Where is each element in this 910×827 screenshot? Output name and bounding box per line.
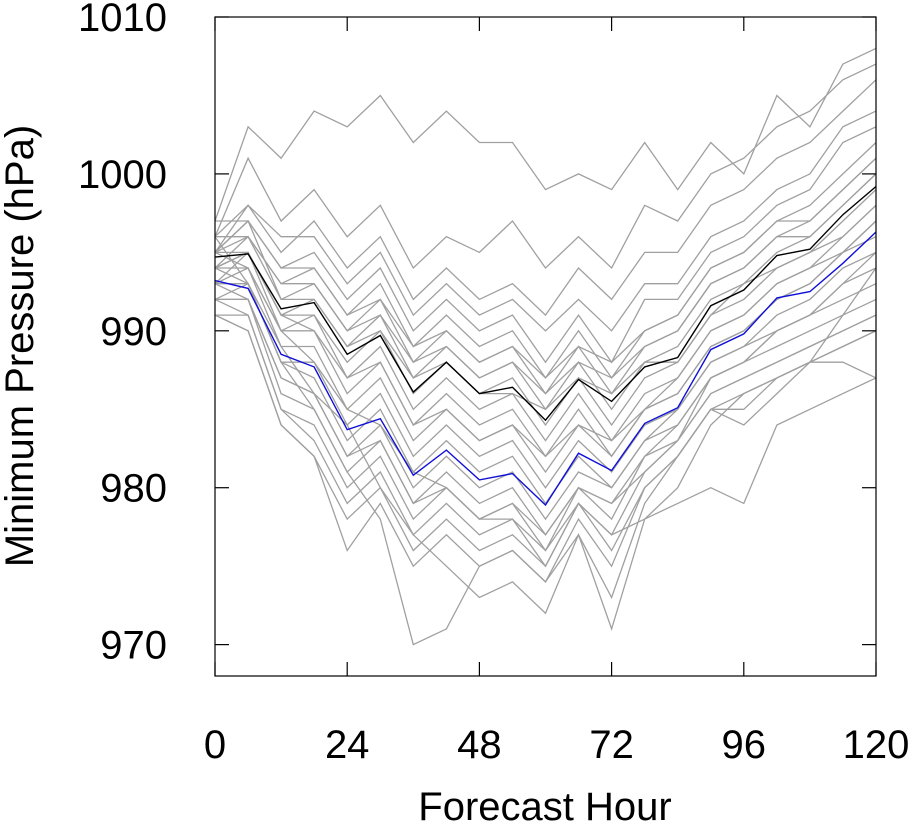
tick-layer: 0 24 48 72 96 120 970 980 990 1000 1010 — [78, 0, 909, 767]
ensemble-member-line-6 — [214, 126, 877, 364]
ensemble-member-line-11 — [214, 204, 877, 442]
ensemble-member-line-26 — [215, 173, 877, 395]
ensemble-member-line-2 — [214, 47, 877, 222]
ensemble-member-line-24 — [214, 251, 877, 552]
ensemble-member-line-22 — [214, 236, 877, 646]
ensemble-member-line-7 — [214, 142, 877, 380]
series-layer — [214, 47, 877, 646]
ensemble-member-line-25 — [214, 204, 877, 411]
highlighted-member-line — [214, 231, 877, 507]
ensemble-member-line-21 — [214, 314, 877, 583]
ensemble-member-line-4 — [214, 79, 877, 317]
plot-frame — [214, 16, 877, 677]
ensemble-member-line-3 — [214, 63, 877, 270]
ensemble-member-line-29 — [215, 251, 877, 536]
x-axis-title: Forecast Hour — [418, 785, 671, 827]
ensemble-mean-line — [214, 185, 877, 422]
x-tick-label: 48 — [457, 723, 502, 767]
ensemble-member-line-9 — [214, 173, 877, 411]
x-tick-label: 120 — [843, 723, 910, 767]
ensemble-member-line-8 — [214, 157, 877, 395]
ensemble-member-line-14 — [215, 251, 877, 489]
y-tick-label: 990 — [100, 310, 167, 354]
y-tick-label: 1010 — [78, 0, 167, 40]
y-tick-label: 1000 — [78, 153, 167, 197]
ensemble-member-line-28 — [214, 220, 877, 458]
x-tick-label: 0 — [204, 723, 226, 767]
y-tick-label: 980 — [100, 467, 167, 511]
ensemble-member-line-16 — [214, 283, 877, 521]
x-tick-label: 96 — [722, 723, 767, 767]
ensemble-member-line-15 — [214, 267, 877, 505]
x-tick-label: 24 — [325, 723, 370, 767]
y-tick-label: 970 — [100, 624, 167, 668]
y-axis-title: Minimum Pressure (hPa) — [0, 125, 42, 567]
x-tick-label: 72 — [589, 723, 634, 767]
ensemble-member-line-13 — [214, 236, 877, 474]
ensemble-member-line-5 — [214, 110, 877, 332]
ensemble-member-line-10 — [215, 189, 877, 427]
ensemble-member-line-27 — [215, 157, 877, 379]
ensemble-member-line-17 — [215, 298, 877, 536]
ensemble-member-line-23 — [214, 267, 877, 631]
ensemble-member-line-18 — [215, 314, 877, 552]
ensemble-member-line-19 — [214, 298, 877, 568]
